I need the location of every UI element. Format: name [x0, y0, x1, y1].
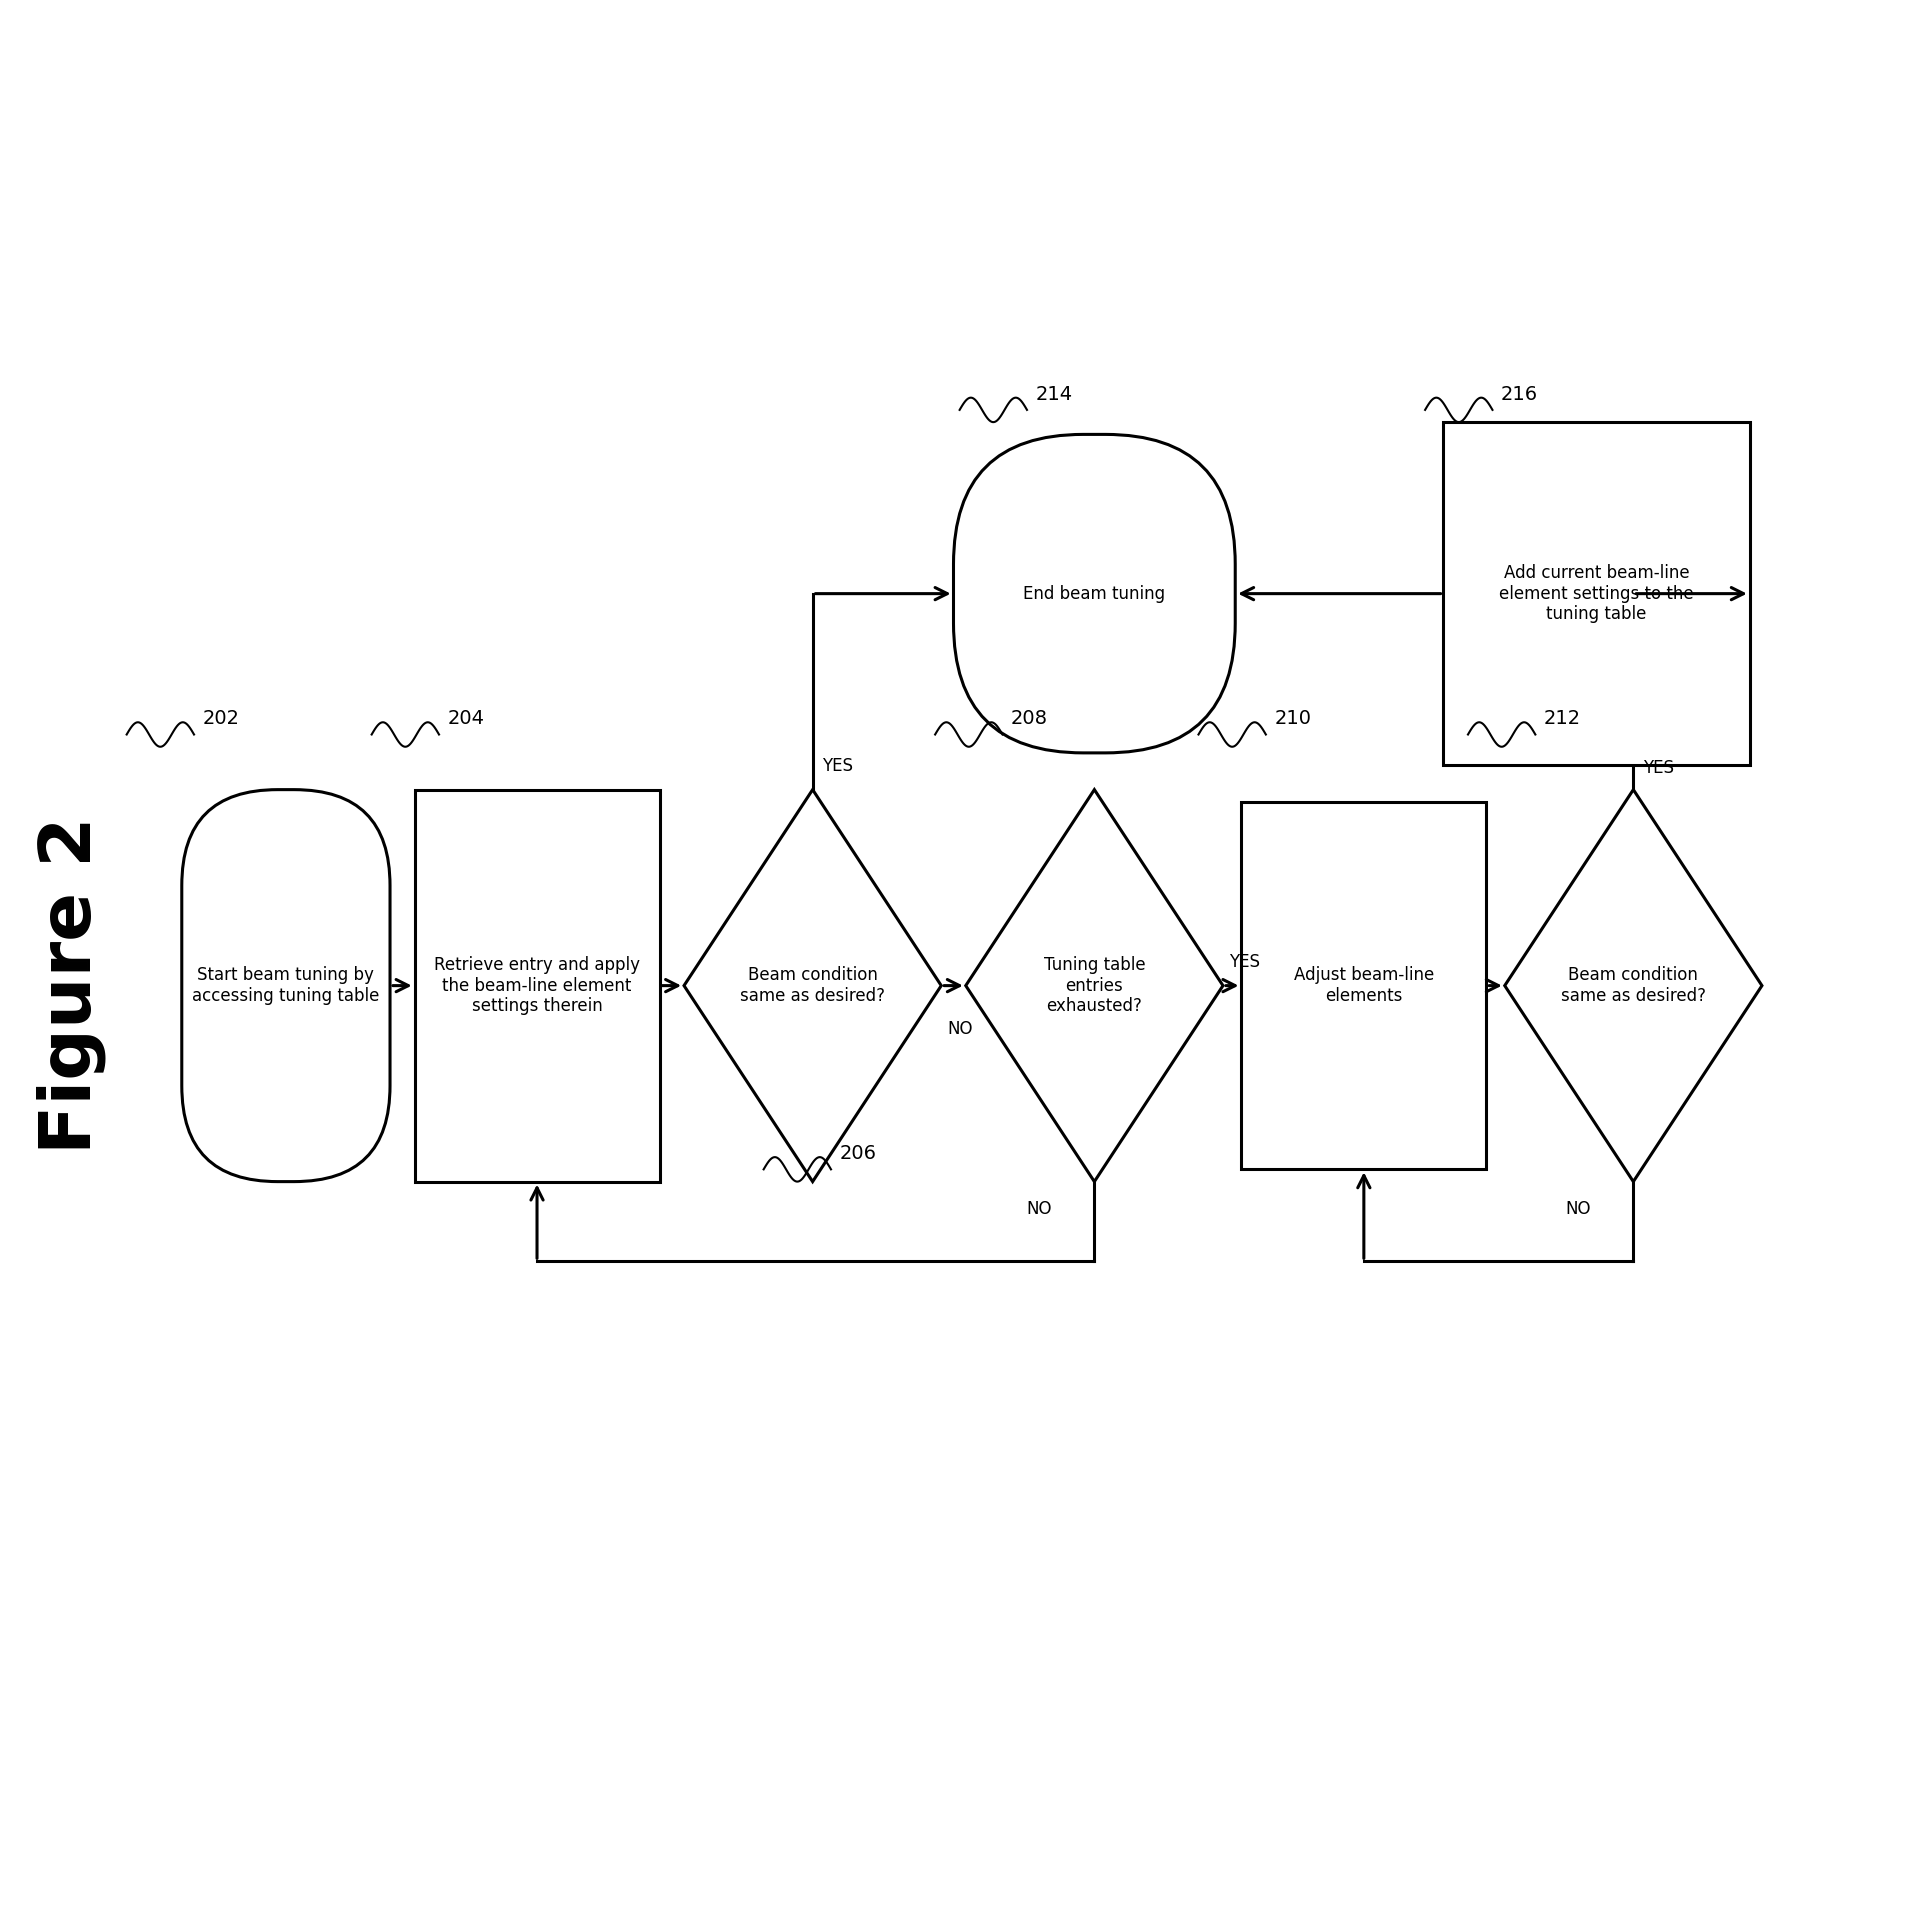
Polygon shape: [1505, 789, 1762, 1182]
Text: Adjust beam-line
elements: Adjust beam-line elements: [1293, 966, 1434, 1005]
Text: 208: 208: [1011, 709, 1049, 728]
Text: Figure 2: Figure 2: [36, 817, 107, 1154]
Text: YES: YES: [822, 756, 854, 775]
Polygon shape: [685, 789, 942, 1182]
Text: Beam condition
same as desired?: Beam condition same as desired?: [1560, 966, 1707, 1005]
Bar: [414, 789, 660, 1182]
Text: 214: 214: [1036, 384, 1074, 403]
Bar: [1241, 802, 1486, 1169]
Text: 206: 206: [839, 1144, 877, 1163]
Text: 204: 204: [448, 709, 484, 728]
Text: Add current beam-line
element settings to the
tuning table: Add current beam-line element settings t…: [1499, 563, 1693, 623]
Text: YES: YES: [1230, 953, 1261, 970]
Text: 212: 212: [1545, 709, 1581, 728]
Text: Beam condition
same as desired?: Beam condition same as desired?: [740, 966, 885, 1005]
Text: NO: NO: [1566, 1199, 1590, 1219]
Polygon shape: [965, 789, 1222, 1182]
FancyBboxPatch shape: [181, 789, 391, 1182]
Text: YES: YES: [1644, 760, 1674, 777]
Text: 216: 216: [1501, 384, 1539, 403]
Text: 202: 202: [202, 709, 240, 728]
Text: Tuning table
entries
exhausted?: Tuning table entries exhausted?: [1043, 955, 1146, 1016]
Text: NO: NO: [1026, 1199, 1051, 1219]
Text: 210: 210: [1274, 709, 1312, 728]
Text: NO: NO: [948, 1020, 973, 1037]
Text: End beam tuning: End beam tuning: [1024, 584, 1165, 604]
Bar: [1444, 422, 1751, 766]
FancyBboxPatch shape: [954, 434, 1236, 753]
Text: Start beam tuning by
accessing tuning table: Start beam tuning by accessing tuning ta…: [193, 966, 379, 1005]
Text: Retrieve entry and apply
the beam-line element
settings therein: Retrieve entry and apply the beam-line e…: [435, 955, 641, 1016]
